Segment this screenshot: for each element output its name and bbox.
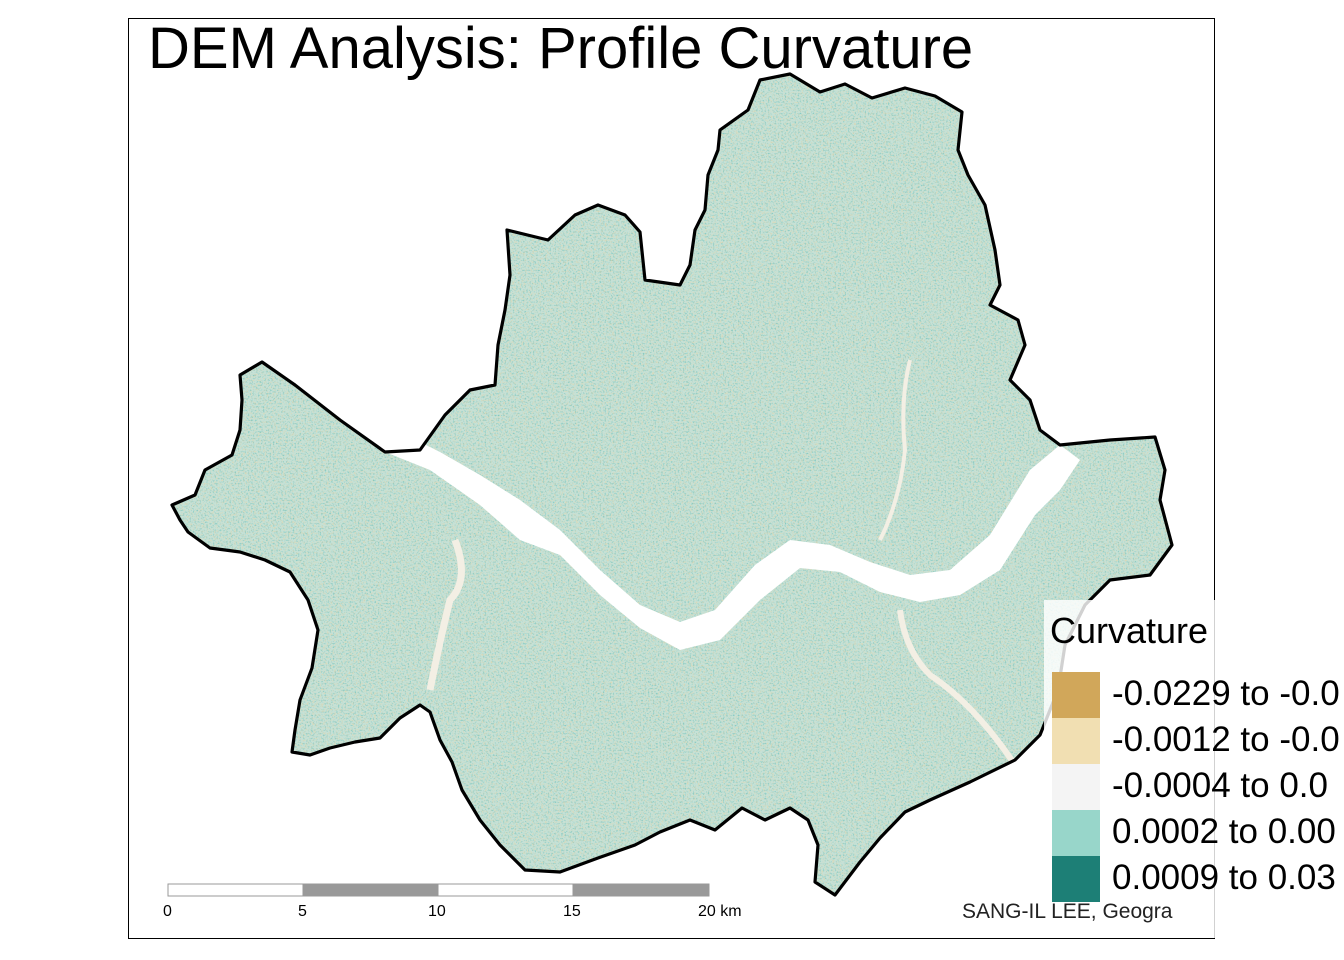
legend-swatch xyxy=(1052,810,1100,856)
scale-bar xyxy=(167,883,710,897)
scale-tick-label: 15 xyxy=(563,903,581,920)
scale-tick-label: 0 xyxy=(163,903,172,920)
legend-item: 0.0002 to 0.00 xyxy=(1052,810,1344,856)
han-river xyxy=(370,432,1080,650)
scale-segment xyxy=(572,883,710,897)
tributary-stream xyxy=(897,609,1018,767)
legend-label: -0.0004 to 0.0 xyxy=(1112,766,1328,805)
legend-swatch xyxy=(1052,764,1100,810)
legend-title: Curvature xyxy=(1050,610,1209,651)
legend-swatch xyxy=(1052,718,1100,764)
legend-item: -0.0004 to 0.0 xyxy=(1052,764,1344,810)
scale-tick-label: 5 xyxy=(298,903,307,920)
scale-segment xyxy=(167,883,304,897)
scale-tick-label: 20 km xyxy=(698,903,742,920)
map-title: DEM Analysis: Profile Curvature xyxy=(148,16,974,81)
map-credit: SANG-IL LEE, Geogra xyxy=(962,900,1173,923)
legend-item: -0.0229 to -0.0 xyxy=(1052,672,1344,718)
scale-segment xyxy=(437,883,574,897)
tributary-stream xyxy=(878,359,912,541)
legend-item: 0.0009 to 0.03 xyxy=(1052,856,1344,902)
map-legend: Curvature -0.0229 to -0.0 -0.0012 to -0.… xyxy=(1044,600,1344,940)
legend-label: -0.0229 to -0.0 xyxy=(1112,674,1340,713)
legend-item: -0.0012 to -0.0 xyxy=(1052,718,1344,764)
legend-label: -0.0012 to -0.0 xyxy=(1112,720,1340,759)
legend-label: 0.0002 to 0.00 xyxy=(1112,812,1336,851)
scale-segment xyxy=(302,883,439,897)
legend-label: 0.0009 to 0.03 xyxy=(1112,858,1336,897)
tributary-stream xyxy=(426,538,465,691)
legend-swatch xyxy=(1052,856,1100,902)
legend-swatch xyxy=(1052,672,1100,718)
scale-tick-label: 10 xyxy=(428,903,446,920)
